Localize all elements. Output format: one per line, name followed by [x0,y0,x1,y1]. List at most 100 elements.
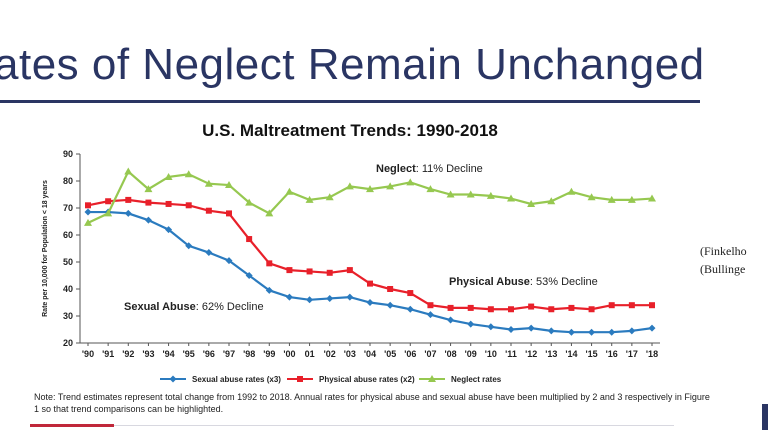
annotation-sexual-abuse: Sexual Abuse: 62% Decline [124,301,264,313]
x-tick-label: '93 [142,349,154,359]
annotation-label: Physical Abuse [449,276,530,288]
sexual-abuse-point [426,311,434,319]
chart-footnote: Note: Trend estimates represent total ch… [34,392,710,414]
x-tick-label: '94 [162,349,174,359]
physical-abuse-point [467,304,474,311]
y-tick-label: 60 [63,230,73,240]
legend-item-neglect: Neglect rates [419,375,502,384]
neglect-point [184,170,193,178]
annotation-neglect: Neglect: 11% Decline [376,163,483,175]
sexual-abuse-point [265,286,273,294]
annotation-label: Neglect [376,163,416,175]
neglect-point [265,209,274,217]
x-tick-label: '17 [626,349,638,359]
x-tick-label: '99 [263,349,275,359]
sexual-abuse-series [84,208,656,336]
sexual-abuse-point [124,209,132,217]
physical-abuse-point [628,302,635,309]
neglect-point [345,182,354,190]
legend-item-sexual-abuse: Sexual abuse rates (x3) [160,375,281,384]
x-tick-label: '97 [223,349,235,359]
neglect-point [305,195,314,203]
annotation-value: : 11% Decline [416,163,483,175]
x-tick-label: '00 [283,349,295,359]
neglect-point [587,193,596,201]
physical-abuse-point [548,306,555,313]
physical-abuse-point [387,286,394,292]
physical-abuse-point [125,196,132,203]
neglect-point [225,181,233,189]
neglect-point [104,209,113,217]
physical-abuse-point [487,306,494,313]
legend-label: Physical abuse rates (x2) [319,375,415,384]
x-tick-label: '13 [545,349,557,359]
physical-abuse-point [528,303,535,310]
neglect-point [366,185,374,193]
legend-swatch-marker [428,375,436,382]
neglect-point [446,190,455,198]
sexual-abuse-point [527,324,535,332]
physical-abuse-point [226,210,232,217]
physical-abuse-point [185,202,192,209]
citation-finkelhor: (Finkelho [700,244,747,258]
neglect-point [426,185,435,193]
sexual-abuse-point [84,208,92,216]
annotation-value: : 62% Decline [196,301,264,313]
sexual-abuse-point [366,299,374,306]
sexual-abuse-point [165,226,173,234]
sexual-abuse-point [406,305,414,313]
physical-abuse-point [85,202,91,209]
neglect-point [285,187,294,195]
y-tick-label: 80 [63,176,73,186]
slide-title: ates of Neglect Remain Unchanged [0,40,705,89]
physical-abuse-point [326,269,333,276]
physical-abuse-point [568,304,575,311]
y-axis-label: Rate per 10,000 for Population < 18 year… [42,180,49,317]
y-tick-label: 90 [63,149,73,159]
legend-swatch-marker [297,376,303,382]
neglect-point [466,190,475,198]
sexual-abuse-point [245,272,253,279]
y-tick-label: 30 [63,311,73,321]
footer-divider [114,425,674,426]
y-tick-label: 40 [63,284,73,294]
y-tick-label: 70 [63,203,73,213]
neglect-point [507,194,515,202]
neglect-point [124,167,133,175]
neglect-point [84,218,92,226]
sexual-abuse-point [386,301,394,309]
x-tick-label: '15 [585,349,597,359]
neglect-series [84,167,656,226]
sexual-abuse-point [346,293,354,301]
x-tick-label: '02 [324,349,336,359]
physical-abuse-point [367,280,373,287]
neglect-point [325,193,334,201]
x-tick-label: '18 [646,349,658,359]
neglect-point [648,194,656,202]
x-tick-label: '06 [404,349,416,359]
physical-abuse-point [145,199,152,206]
legend-item-physical-abuse: Physical abuse rates (x2) [287,375,415,384]
legend-label: Neglect rates [451,375,502,384]
physical-abuse-point [165,200,172,207]
x-tick-label: '11 [505,349,517,359]
neglect-point [607,195,616,203]
sexual-abuse-point [507,326,515,333]
x-tick-label: '98 [243,349,255,359]
sexual-abuse-line [88,210,653,334]
x-tick-label: '04 [364,349,376,359]
physical-abuse-point [427,302,434,309]
footer-accent-bar [30,424,114,427]
neglect-point [245,198,254,206]
x-tick-label: '07 [424,349,436,359]
x-tick-label: 01 [305,349,315,359]
chart-title: U.S. Maltreatment Trends: 1990-2018 [202,121,498,140]
neglect-point [527,199,536,207]
physical-abuse-point [447,304,454,311]
neglect-point [547,197,556,205]
neglect-line [87,169,653,224]
physical-abuse-point [588,306,595,313]
x-tick-label: '08 [444,349,456,359]
sexual-abuse-point [306,296,314,304]
